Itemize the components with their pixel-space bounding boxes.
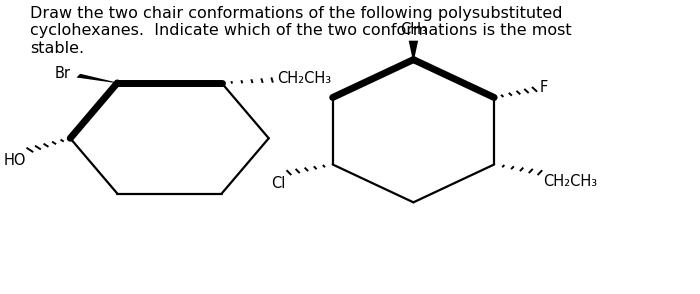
Text: Cl: Cl	[271, 176, 286, 191]
Text: CH₃: CH₃	[400, 22, 427, 37]
Text: F: F	[540, 80, 548, 95]
Text: CH₂CH₃: CH₂CH₃	[277, 71, 332, 86]
Polygon shape	[76, 74, 118, 83]
Text: Draw the two chair conformations of the following polysubstituted
cyclohexanes. : Draw the two chair conformations of the …	[30, 6, 571, 56]
Text: HO: HO	[4, 153, 27, 168]
Polygon shape	[409, 41, 418, 60]
Text: CH₂CH₃: CH₂CH₃	[543, 174, 597, 189]
Text: Br: Br	[54, 66, 70, 81]
